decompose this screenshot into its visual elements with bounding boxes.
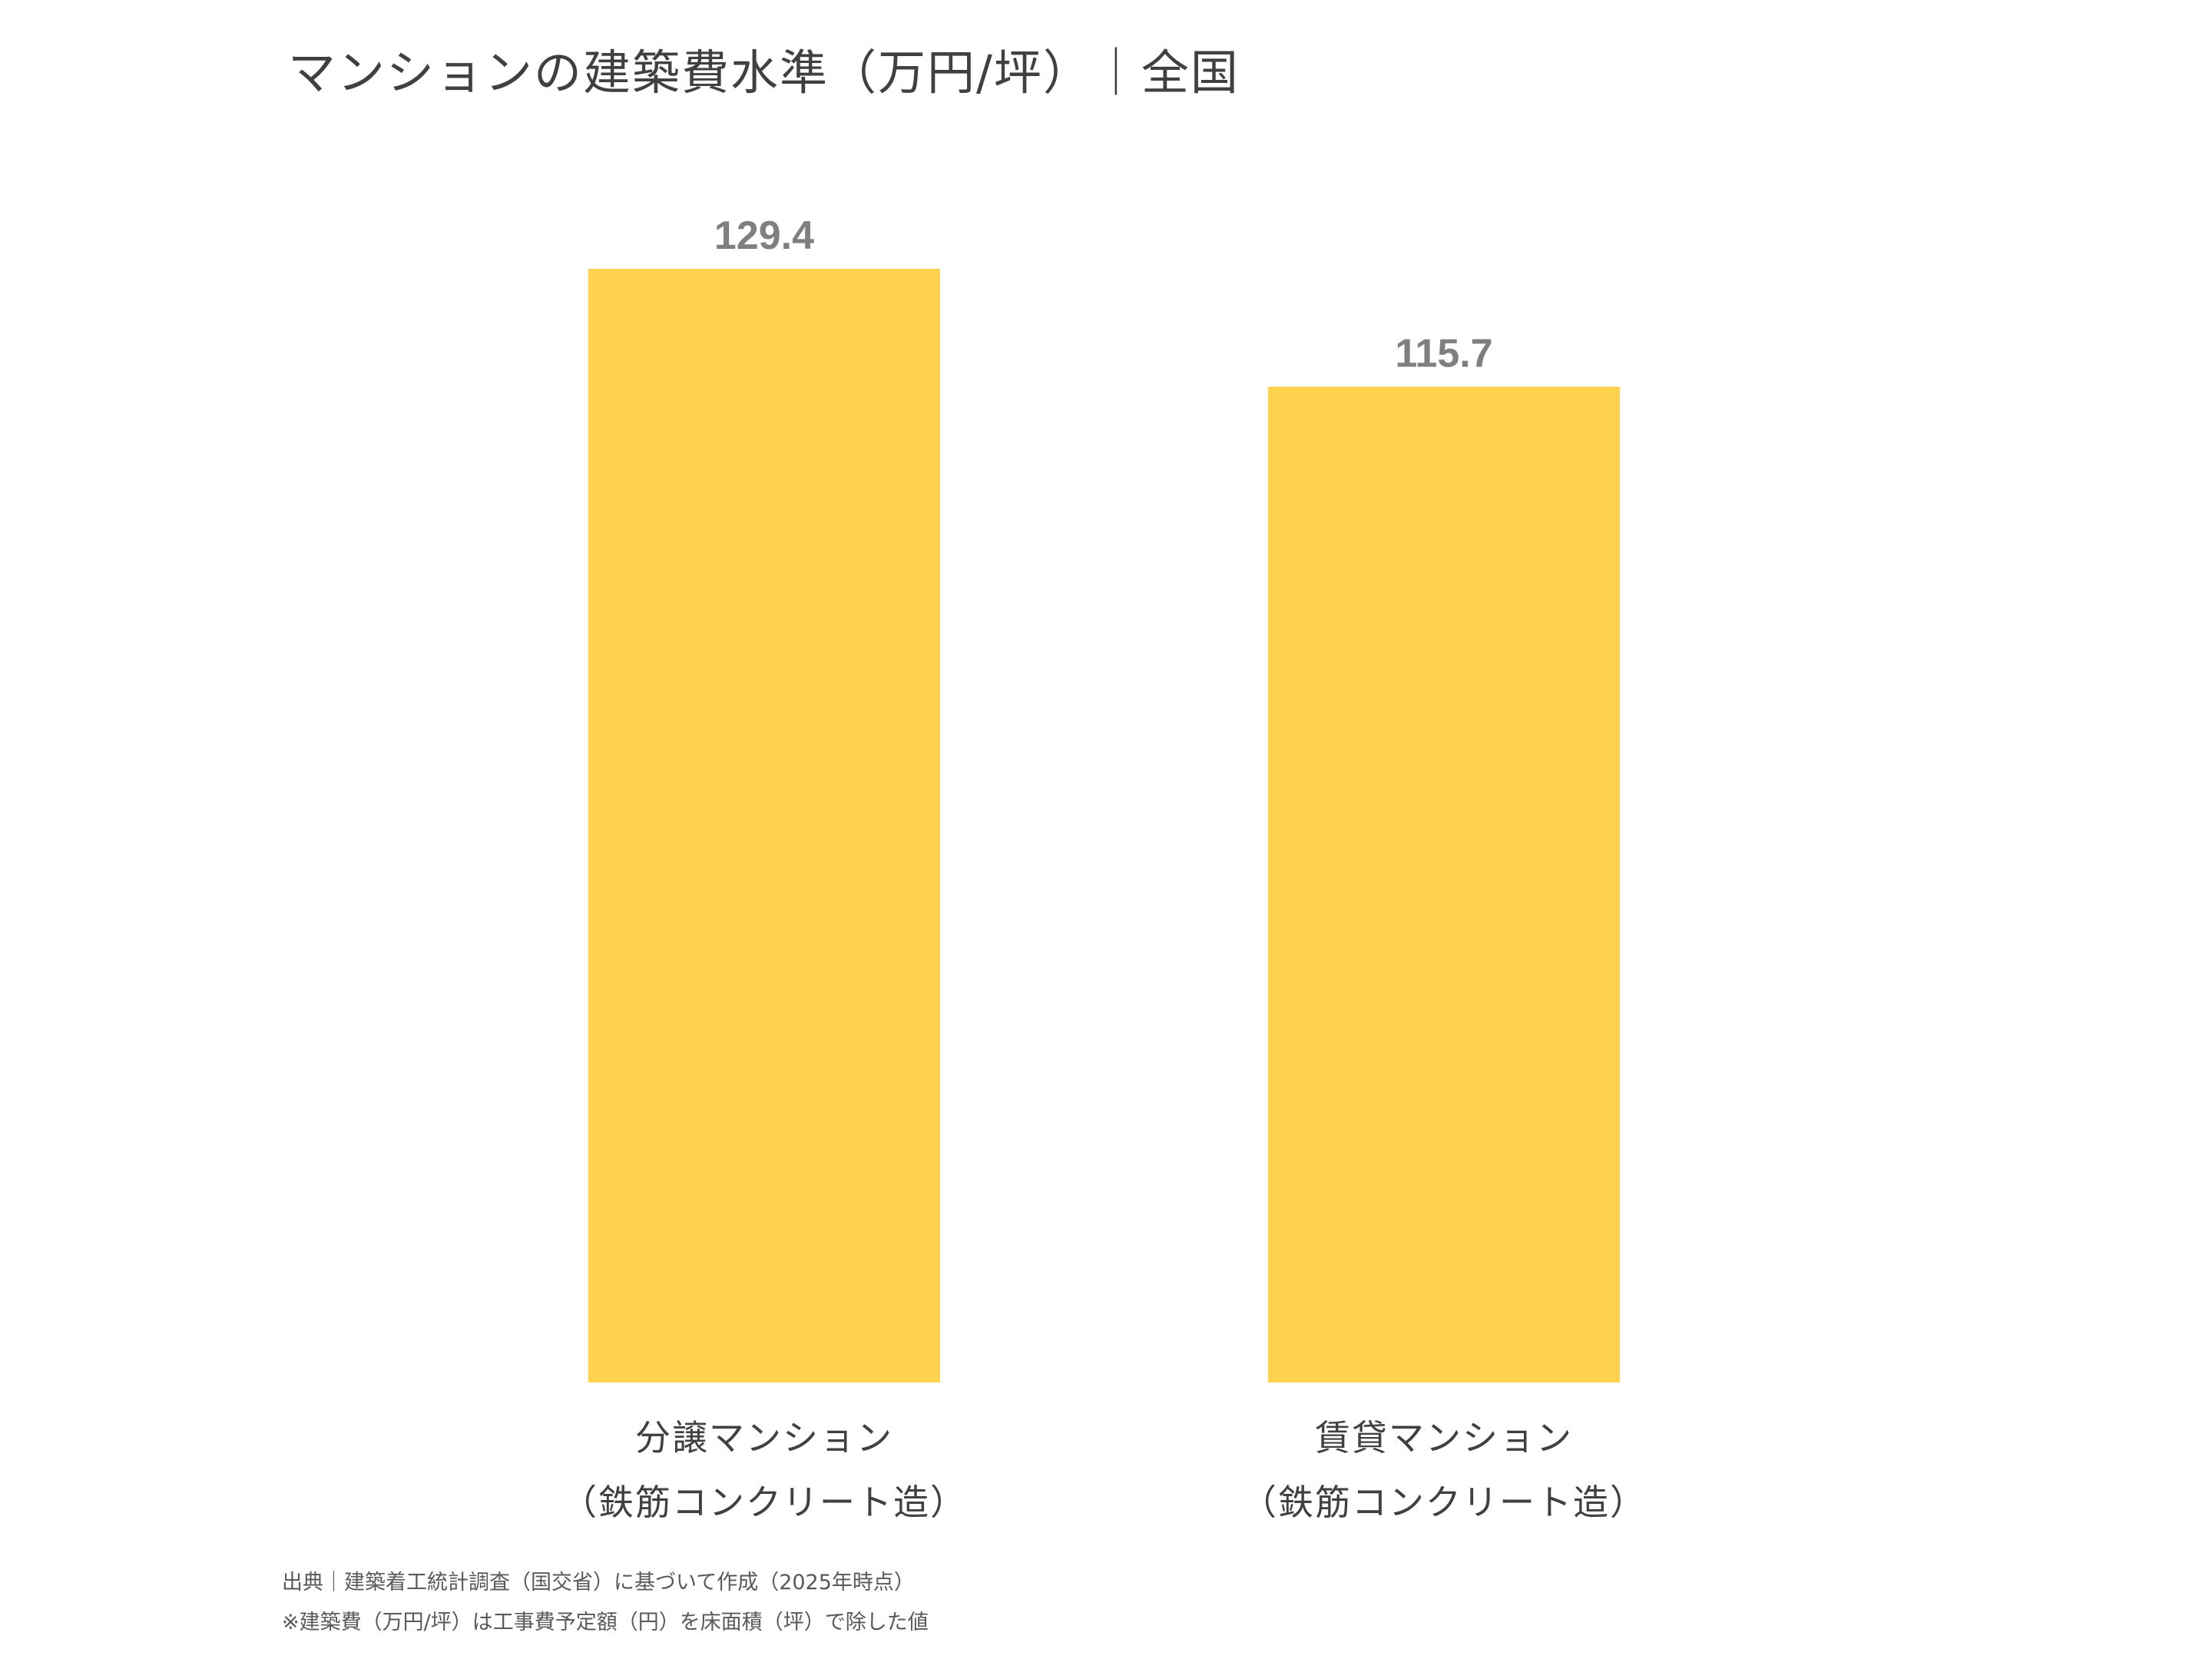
bar-1 (588, 269, 940, 1382)
source-footnote: 出典｜建築着工統計調査（国交省）に基づいて作成（2025年時点） (282, 1571, 915, 1594)
category-label-2-line-1: 賃貸マンション (1315, 1417, 1573, 1459)
chart-title: マンションの建築費水準（万円/坪）｜全国 (288, 45, 1240, 101)
value-label-2: 115.7 (1395, 332, 1492, 376)
category-label-2-line-2: （鉄筋コンクリート造） (1241, 1482, 1647, 1523)
bar-2 (1268, 386, 1620, 1382)
category-label-1-line-2: （鉄筋コンクリート造） (561, 1482, 967, 1523)
calculation-footnote: ※建築費（万円/坪）は工事費予定額（円）を床面積（坪）で除した値 (282, 1611, 929, 1634)
category-label-1-line-1: 分譲マンション (635, 1417, 893, 1459)
value-label-1: 129.4 (714, 214, 814, 258)
